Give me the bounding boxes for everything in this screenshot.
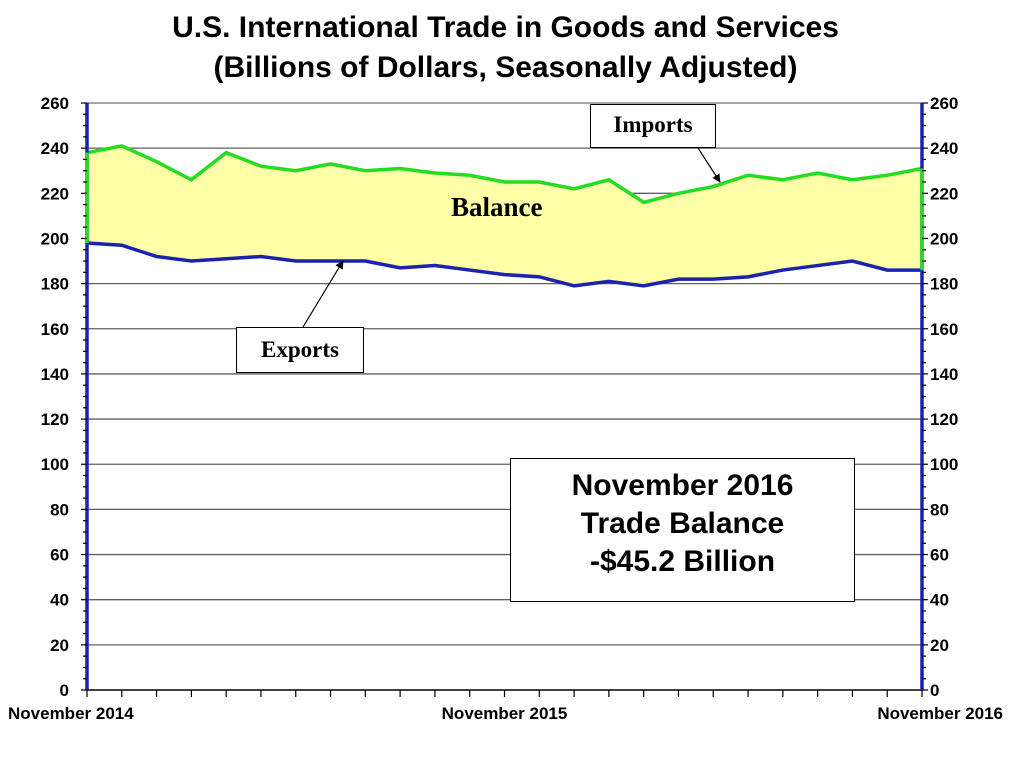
y-tick-label-left: 200 [41, 229, 69, 248]
y-tick-label-right: 180 [930, 275, 958, 294]
y-tick-label-left: 80 [50, 500, 69, 519]
y-tick-label-left: 180 [41, 275, 69, 294]
x-tick-label: November 2016 [877, 704, 1003, 723]
balance-area [87, 145, 922, 286]
y-tick-label-left: 0 [60, 681, 69, 700]
y-tick-label-right: 240 [930, 139, 958, 158]
imports-line [86, 144, 923, 205]
y-tick-label-left: 160 [41, 320, 69, 339]
x-tick-label: November 2014 [8, 704, 134, 723]
y-tick-label-left: 60 [50, 546, 69, 565]
y-tick-label-right: 160 [930, 320, 958, 339]
y-tick-label-right: 0 [930, 681, 939, 700]
y-tick-label-right: 100 [930, 455, 958, 474]
imports-arrow [697, 147, 721, 183]
y-tick-label-right: 260 [930, 94, 958, 113]
y-tick-label-left: 40 [50, 591, 69, 610]
y-tick-label-left: 240 [41, 139, 69, 158]
y-tick-label-left: 100 [41, 455, 69, 474]
y-tick-label-right: 200 [930, 229, 958, 248]
exports-callout: Exports [236, 327, 364, 373]
y-tick-label-right: 220 [930, 184, 958, 203]
y-tick-label-right: 120 [930, 410, 958, 429]
y-tick-label-left: 140 [41, 365, 69, 384]
y-tick-label-left: 260 [41, 94, 69, 113]
y-tick-label-right: 80 [930, 500, 949, 519]
trade-balance-summary: November 2016 Trade Balance -$45.2 Billi… [510, 458, 855, 602]
x-axis: November 2014 November 2015 November 2016 [8, 690, 1003, 723]
chart-subtitle: (Billions of Dollars, Seasonally Adjuste… [213, 51, 798, 84]
exports-line [86, 241, 922, 288]
y-axis-left: 0 20 40 60 80 100 120 140 160 180 200 220 240 260 [41, 94, 87, 700]
y-tick-label-left: 220 [41, 184, 69, 203]
y-tick-label-right: 140 [930, 365, 958, 384]
y-tick-label-right: 60 [930, 546, 949, 565]
callout-arrows [302, 147, 721, 328]
summary-month: November 2016 [571, 469, 794, 502]
summary-label: Trade Balance [580, 507, 785, 540]
chart-title: U.S. International Trade in Goods and Se… [172, 11, 839, 44]
x-tick-label: November 2015 [442, 704, 568, 723]
summary-value: -$45.2 Billion [589, 545, 776, 578]
y-tick-label-left: 120 [41, 410, 69, 429]
y-tick-label-left: 20 [50, 636, 69, 655]
y-tick-label-right: 40 [930, 591, 949, 610]
y-axis-right: 0 20 40 60 80 100 120 140 160 180 200 220 240 260 [922, 94, 958, 700]
imports-callout: Imports [590, 104, 716, 148]
balance-label: Balance [451, 192, 543, 222]
y-tick-label-right: 20 [930, 636, 949, 655]
exports-arrow [302, 260, 344, 328]
